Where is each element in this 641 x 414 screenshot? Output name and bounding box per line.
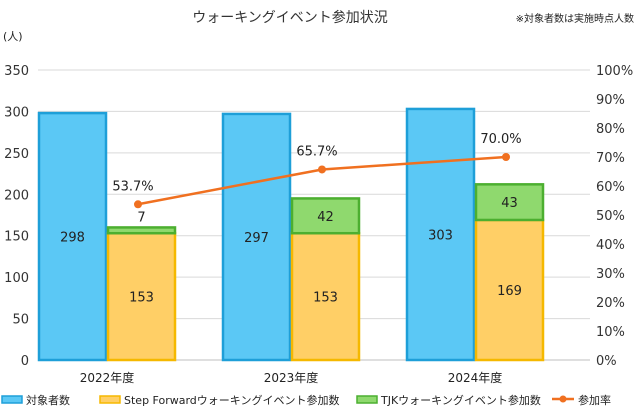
legend-swatch <box>356 395 378 404</box>
rate-label: 65.7% <box>296 144 337 159</box>
left-axis: 0 50 100 150 200 250 300 350 <box>4 64 29 369</box>
y2-tick-label: 30% <box>596 267 625 282</box>
legend-label: Step Forwardウォーキングイベント参加数 <box>124 393 339 407</box>
bar-target <box>37 111 108 362</box>
y-tick-label: 350 <box>4 64 29 79</box>
y-tick-label: 250 <box>4 147 29 162</box>
rate-point <box>502 153 510 161</box>
data-label-tjk: 43 <box>501 196 518 211</box>
bar-target <box>405 107 476 362</box>
y2-tick-label: 80% <box>596 122 625 137</box>
legend-label: 参加率 <box>578 393 611 407</box>
y-tick-label: 0 <box>21 354 29 369</box>
y-tick-label: 300 <box>4 105 29 120</box>
y2-tick-label: 40% <box>596 238 625 253</box>
y2-tick-label: 90% <box>596 93 625 108</box>
data-label-tjk: 42 <box>317 210 334 225</box>
y-tick-label: 150 <box>4 230 29 245</box>
y2-tick-label: 50% <box>596 209 625 224</box>
chart-note: ※対象者数は実施時点人数 <box>516 12 634 25</box>
data-label-step-forward: 169 <box>497 284 522 299</box>
y2-tick-label: 0% <box>596 354 617 369</box>
data-label-target: 298 <box>60 231 85 246</box>
data-label-target: 303 <box>428 228 453 243</box>
rate-label: 53.7% <box>112 179 153 194</box>
legend: 対象者数 Step Forwardウォーキングイベント参加数 TJKウォーキングイベ… <box>1 393 611 407</box>
category-label: 2024年度 <box>448 370 503 385</box>
bar-target <box>221 112 292 362</box>
legend-marker <box>559 395 567 403</box>
category-label: 2023年度 <box>264 370 319 385</box>
legend-label: 対象者数 <box>26 393 70 407</box>
y2-tick-label: 70% <box>596 151 625 166</box>
bar-tjk <box>106 226 177 235</box>
data-label-tjk: 7 <box>137 210 145 225</box>
data-label-target: 297 <box>244 231 269 246</box>
legend-swatch <box>99 395 121 404</box>
bar-tjk <box>474 183 545 222</box>
y-tick-label: 200 <box>4 188 29 203</box>
bar-step-forward <box>290 231 361 362</box>
y2-tick-label: 60% <box>596 180 625 195</box>
right-axis: 0% 10% 20% 30% 40% 50% 60% 70% 80% 90% 100% <box>596 64 633 369</box>
legend-label: TJKウォーキングイベント参加数 <box>380 393 541 407</box>
chart-title: ウォーキングイベント参加状況 <box>192 9 388 26</box>
y-axis-unit: (人) <box>3 30 23 43</box>
data-label-step-forward: 153 <box>313 291 338 306</box>
rate-label: 70.0% <box>480 132 521 147</box>
y-tick-label: 100 <box>4 271 29 286</box>
y2-tick-label: 100% <box>596 64 633 79</box>
rate-line: 53.7% 65.7% 70.0% <box>112 132 522 209</box>
rate-point <box>134 200 142 209</box>
y2-tick-label: 20% <box>596 296 625 311</box>
y-tick-label: 50 <box>12 313 29 328</box>
data-label-step-forward: 153 <box>129 291 154 306</box>
bar-tjk <box>290 197 361 235</box>
rate-point <box>318 165 326 174</box>
bar-step-forward <box>106 231 177 362</box>
category-labels: 2022年度 2023年度 2024年度 <box>80 370 503 385</box>
bars: 298 153 7 297 153 42 303 169 43 <box>37 107 545 362</box>
legend-swatch <box>1 395 23 404</box>
y2-tick-label: 10% <box>596 325 625 340</box>
category-label: 2022年度 <box>80 370 135 385</box>
